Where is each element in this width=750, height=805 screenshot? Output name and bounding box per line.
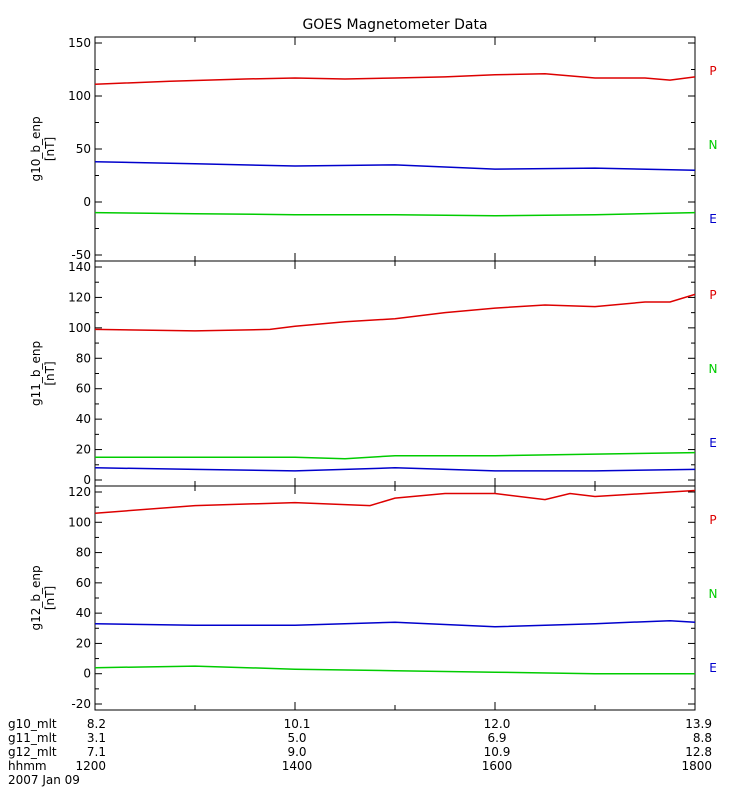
y-tick-label: 100 (68, 321, 91, 335)
y-tick-label: 0 (83, 195, 91, 209)
footer-date: 2007 Jan 09 (8, 773, 80, 787)
series-line (94, 489, 696, 514)
footer-value: 12.8 (685, 745, 712, 759)
footer-value: 13.9 (685, 717, 712, 731)
y-tick-label: 20 (76, 636, 91, 650)
series-line (94, 293, 696, 332)
panel-frame (94, 485, 696, 711)
y-tick-label: -50 (71, 248, 91, 262)
y-tick-label: 100 (68, 515, 91, 529)
legend-label-p: P (709, 513, 716, 527)
y-tick-label: 60 (76, 576, 91, 590)
footer-value: 9.0 (287, 745, 306, 759)
y-tick-label: 40 (76, 606, 91, 620)
y-axis-label: g12_b_enp (29, 565, 43, 630)
panel-frame (94, 260, 696, 487)
y-tick-label: 50 (76, 142, 91, 156)
footer-table: g10_mlt 8.2 10.1 12.0 13.9 g11_mlt 3.1 5.0 6.9 8.… (8, 717, 712, 787)
legend-label-n: N (709, 138, 718, 152)
footer-value: 1800 (681, 759, 712, 773)
footer-value: 6.9 (487, 731, 506, 745)
footer-value: 7.1 (87, 745, 106, 759)
legend-label-e: E (709, 436, 717, 450)
legend-label-e: E (709, 661, 717, 675)
legend-label-e: E (709, 212, 717, 226)
footer-value: 12.0 (484, 717, 511, 731)
footer-value: 5.0 (287, 731, 306, 745)
series-line (94, 467, 696, 472)
y-tick-label: 0 (83, 473, 91, 487)
series-line (94, 619, 696, 628)
y-tick-label: 40 (76, 412, 91, 426)
footer-row-label: g12_mlt (8, 745, 57, 759)
footer-value: 10.9 (484, 745, 511, 759)
panel-3: -20 0 20 40 60 80 100 120 g12_b_enp [nT] P N E (29, 485, 717, 711)
panel-frame (94, 36, 696, 262)
footer-value: 8.8 (693, 731, 712, 745)
y-tick-label: 80 (76, 351, 91, 365)
y-tick-label: 60 (76, 382, 91, 396)
panel-1: -50 0 50 100 150 g10_b_enp [nT] P N E (29, 36, 717, 262)
legend-label-n: N (709, 362, 718, 376)
legend-label-p: P (709, 288, 716, 302)
panel-2: 0 20 40 60 80 100 120 140 g11_b_enp [nT] P N E (29, 260, 717, 487)
legend-label-n: N (709, 587, 718, 601)
series-line (94, 72, 696, 86)
y-axis-unit: [nT] (43, 361, 57, 385)
footer-value: 1600 (482, 759, 513, 773)
chart-title: GOES Magnetometer Data (302, 17, 487, 33)
footer-value: 1200 (75, 759, 106, 773)
y-tick-label: 140 (68, 260, 91, 274)
y-tick-label: 100 (68, 89, 91, 103)
footer-value: 8.2 (87, 717, 106, 731)
y-tick-label: 120 (68, 485, 91, 499)
y-tick-label: -20 (71, 697, 91, 711)
y-axis-unit: [nT] (43, 586, 57, 610)
y-tick-label: 150 (68, 36, 91, 50)
y-tick-label: 120 (68, 290, 91, 304)
series-line (94, 211, 696, 217)
series-line (94, 160, 696, 171)
footer-row-label: g10_mlt (8, 717, 57, 731)
y-tick-label: 80 (76, 546, 91, 560)
footer-row-label: hhmm (8, 759, 47, 773)
footer-value: 10.1 (284, 717, 311, 731)
footer-value: 3.1 (87, 731, 106, 745)
y-axis-label: g10_b_enp (29, 116, 43, 181)
footer-value: 1400 (282, 759, 313, 773)
y-tick-label: 20 (76, 443, 91, 457)
y-axis-label: g11_b_enp (29, 341, 43, 406)
footer-row-label: g11_mlt (8, 731, 57, 745)
y-axis-unit: [nT] (43, 137, 57, 161)
legend-label-p: P (709, 64, 716, 78)
series-line (94, 665, 695, 675)
series-line (95, 451, 696, 460)
y-tick-label: 0 (83, 667, 91, 681)
